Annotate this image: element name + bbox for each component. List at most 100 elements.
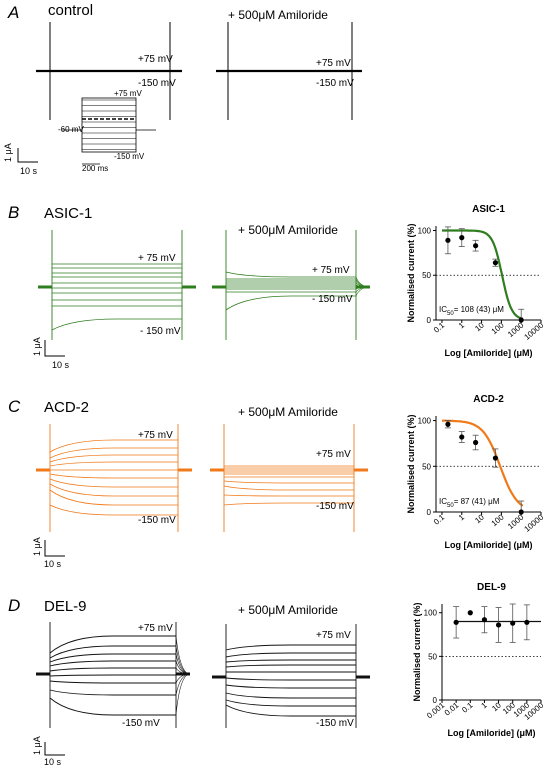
current-trace xyxy=(49,660,176,667)
panel-a-vhi-left: +75 mV xyxy=(138,54,173,65)
current-trace xyxy=(225,684,356,689)
panel-c-letter: C xyxy=(8,397,21,416)
panel-b-scalebar xyxy=(44,340,65,357)
current-trace xyxy=(49,447,178,459)
panel-c-scale-y: 1 μA xyxy=(32,537,42,556)
panel-c-vhi-right: +75 mV xyxy=(316,449,351,460)
tail-current xyxy=(175,673,191,696)
panel-c-scalebar xyxy=(44,540,65,557)
y-tick-label: 0 xyxy=(427,508,432,517)
inset-steps xyxy=(82,99,136,150)
y-tick-label: 50 xyxy=(422,462,431,471)
tail-current xyxy=(175,635,191,675)
current-trace xyxy=(225,677,356,681)
panel-d: D DEL-9 + 500μM Amiloride +75 mV -150 mV… xyxy=(8,596,370,767)
current-trace xyxy=(49,489,178,506)
x-tick-label: 100 xyxy=(490,512,506,528)
chart-title: DEL-9 xyxy=(477,582,506,593)
data-point xyxy=(524,619,530,625)
panel-c-vlo-left: -150 mV xyxy=(138,515,176,526)
panel-d-scale-x: 10 s xyxy=(44,757,62,767)
tail-current xyxy=(175,673,191,716)
x-tick-label: 0.1 xyxy=(432,512,447,526)
panel-a-vhi-right: +75 mV xyxy=(316,58,351,69)
panel-c-amil-traces xyxy=(210,424,368,532)
current-trace xyxy=(225,699,356,707)
panel-a-amiloride-label: + 500μM Amiloride xyxy=(228,8,328,22)
panel-d-amiloride-label: + 500μM Amiloride xyxy=(238,603,338,617)
current-trace xyxy=(49,483,178,497)
current-trace xyxy=(49,635,176,654)
data-point xyxy=(481,617,488,623)
current-trace xyxy=(223,485,354,491)
panel-c-title: ACD-2 xyxy=(44,399,89,416)
ic50-annotation: IC50= 108 (43) μM xyxy=(439,305,504,317)
chart-title: ASIC-1 xyxy=(472,204,505,215)
x-tick-label: 0.1 xyxy=(460,700,475,714)
inset-top-label: +75 mV xyxy=(114,89,142,98)
data-point xyxy=(473,243,479,249)
current-trace xyxy=(49,478,178,488)
panel-b-vhi-right: + 75 mV xyxy=(312,265,350,276)
panel-a-protocol-inset: +75 mV -60 mV -150 mV 200 ms xyxy=(58,89,156,173)
current-trace xyxy=(223,502,354,506)
x-axis-label: Log [Amiloride] (μM) xyxy=(445,348,533,358)
x-tick-label: 1 xyxy=(457,320,467,330)
inset-steps-frame xyxy=(81,97,137,153)
panel-c-vlo-right: -150 mV xyxy=(316,501,354,512)
x-tick-label: 1 xyxy=(457,512,467,522)
y-axis-label: Normalised current (%) xyxy=(406,223,416,322)
panel-d-control-traces xyxy=(36,622,191,728)
panel-b-vhi-left: + 75 mV xyxy=(138,253,176,264)
panel-c-control-traces xyxy=(36,424,192,532)
panel-b-vlo-right: - 150 mV xyxy=(312,294,353,305)
panel-d-vlo-right: -150 mV xyxy=(316,718,354,729)
panel-b-amiloride-label: + 500μM Amiloride xyxy=(238,223,338,237)
data-point xyxy=(453,619,459,625)
current-trace xyxy=(225,692,356,699)
current-trace xyxy=(49,653,176,663)
x-tick-label: 10000 xyxy=(522,512,543,534)
panel-a-scale-x: 10 s xyxy=(20,166,38,176)
y-axis-label: Normalised current (%) xyxy=(412,602,422,701)
panel-d-scale-y: 1 μA xyxy=(32,736,42,755)
panel-a-letter: A xyxy=(7,3,19,22)
panel-a-title: control xyxy=(48,2,93,19)
data-point xyxy=(445,421,451,427)
panel-b-control-traces xyxy=(38,230,196,340)
data-point xyxy=(459,235,465,241)
current-trace xyxy=(225,704,356,717)
panel-d-scalebar xyxy=(44,742,65,756)
data-point xyxy=(510,620,516,626)
panel-c-amiloride-label: + 500μM Amiloride xyxy=(238,405,338,419)
panel-d-amil-traces xyxy=(212,624,370,728)
current-trace xyxy=(225,295,356,311)
panel-d-vhi-left: +75 mV xyxy=(138,623,173,634)
panel-c: C ACD-2 + 500μM Amiloride +75 mV -150 mV… xyxy=(8,397,368,569)
y-axis-label: Normalised current (%) xyxy=(406,414,416,513)
x-tick-label: 10000 xyxy=(522,320,543,342)
data-point xyxy=(492,260,499,266)
y-tick-label: 50 xyxy=(428,652,437,661)
panel-a-scalebar xyxy=(17,148,38,163)
panel-b-vlo-left: - 150 mV xyxy=(140,326,181,337)
y-tick-label: 100 xyxy=(424,609,438,618)
inset-left-label: -60 mV xyxy=(58,125,84,134)
y-tick-label: 100 xyxy=(418,417,432,426)
x-tick-label: 1 xyxy=(480,700,490,710)
data-point xyxy=(459,434,465,440)
current-trace xyxy=(225,659,356,663)
x-tick-label: 0.01 xyxy=(443,700,461,717)
fit-curve xyxy=(442,419,524,507)
y-tick-label: 50 xyxy=(422,271,431,280)
panel-d-letter: D xyxy=(8,596,20,615)
current-trace xyxy=(49,504,178,516)
current-trace xyxy=(225,664,356,668)
panel-b-scale-y: 1 μA xyxy=(32,337,42,356)
x-tick-label: 10 xyxy=(473,512,486,525)
x-axis-label: Log [Amiloride] (μM) xyxy=(448,728,536,738)
current-trace xyxy=(225,644,356,651)
